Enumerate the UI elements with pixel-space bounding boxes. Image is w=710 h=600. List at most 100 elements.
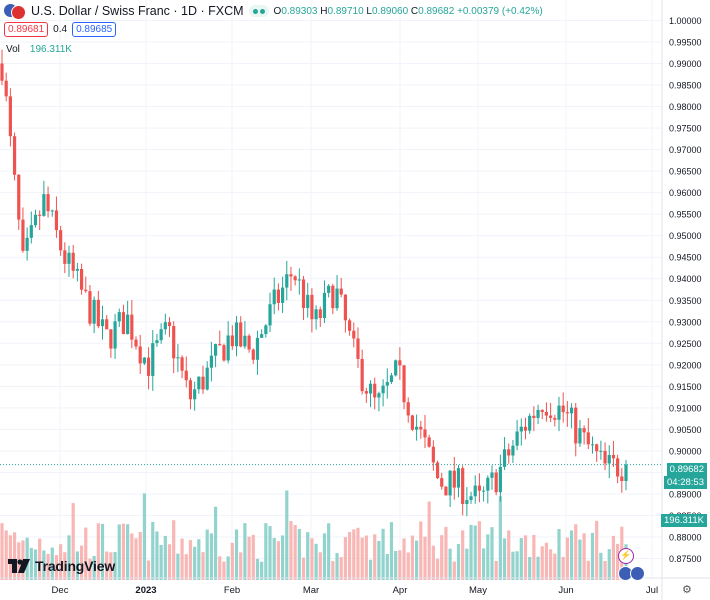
candle-body (536, 409, 540, 418)
volume-bar (611, 535, 616, 580)
candle-body (578, 428, 582, 444)
volume-bar (381, 528, 385, 580)
candle-body (565, 412, 569, 414)
candle-body (163, 322, 167, 330)
candle-body (440, 478, 444, 487)
volume-bar (218, 556, 222, 580)
volume-bar (285, 490, 289, 580)
volume-bar (389, 522, 394, 580)
volume-bar (172, 520, 176, 580)
volume-bar (255, 558, 260, 580)
candle-body (486, 477, 490, 491)
lightning-event-icon[interactable]: ⚡ (618, 548, 634, 564)
candle-body (121, 312, 126, 335)
candle-body (616, 458, 620, 477)
candle-body (322, 292, 327, 319)
volume-bar (582, 533, 586, 580)
time-tick-label: Jul (646, 585, 658, 596)
candle-body (356, 338, 360, 359)
volume-bar (272, 537, 276, 580)
volume-bar (264, 523, 268, 580)
candle-body (230, 335, 234, 347)
volume-bar (222, 561, 226, 580)
candle-body (276, 289, 281, 303)
candle-body (561, 405, 565, 413)
us-event-flag-icon-2[interactable] (630, 566, 645, 581)
time-tick-label: Jun (558, 585, 573, 596)
sell-button[interactable]: 0.89681 (4, 22, 49, 37)
volume-bar (33, 549, 38, 580)
volume-bar (0, 523, 4, 580)
candle-body (327, 285, 331, 293)
candle-body (218, 344, 222, 346)
volume-bar (599, 552, 603, 580)
symbol-title[interactable]: U.S. Dollar / Swiss Franc · 1D · FXCM (31, 4, 244, 18)
price-tick-label: 0.88000 (669, 533, 702, 543)
volume-bar (226, 556, 230, 580)
candle-body (176, 357, 180, 359)
candle-body (582, 428, 586, 433)
volume-bar (213, 506, 218, 580)
volume-bar (335, 553, 339, 580)
volume-bar (444, 526, 448, 580)
candle-body (310, 294, 314, 320)
volume-legend[interactable]: Vol 196.311K (6, 44, 72, 55)
volume-bar (75, 551, 79, 580)
market-status-icon[interactable] (248, 5, 269, 17)
price-tick-label: 0.95500 (669, 210, 702, 220)
time-tick-label: Dec (52, 585, 69, 596)
candle-body (100, 319, 105, 327)
volume-bar (557, 529, 561, 580)
candle-body (213, 344, 218, 356)
candlesticks (0, 49, 628, 517)
candle-body (603, 450, 607, 464)
candle-body (109, 329, 113, 349)
candle-body (54, 210, 59, 231)
candle-body (511, 445, 515, 456)
candle-body (113, 321, 117, 349)
candle-body (8, 96, 12, 137)
volume-bar (234, 529, 239, 580)
price-tick-label: 0.94500 (669, 253, 702, 263)
buy-button[interactable]: 0.89685 (72, 22, 117, 37)
volume-bar (188, 540, 193, 580)
volume-bar (540, 546, 544, 580)
price-tick-label: 0.91000 (669, 403, 702, 413)
price-tick-label: 0.99500 (669, 37, 702, 47)
gear-icon[interactable]: ⚙ (682, 584, 692, 596)
volume-bar (482, 548, 486, 580)
candle-body (59, 230, 63, 251)
candle-body (331, 285, 335, 309)
candle-body (620, 476, 624, 481)
volume-legend-value: 196.311K (29, 44, 72, 55)
candle-body (239, 322, 243, 347)
price-tick-label: 0.91500 (669, 382, 702, 392)
candle-body (465, 500, 469, 504)
price-tick-label: 0.97500 (669, 124, 702, 134)
candle-body (46, 194, 50, 212)
price-tick-label: 0.93500 (669, 296, 702, 306)
candle-body (423, 429, 427, 438)
candle-body (515, 431, 519, 446)
time-axis: Dec 2023 Feb Mar Apr May Jun Jul (52, 585, 659, 596)
volume-bar (519, 538, 523, 580)
currency-flags-icon (4, 4, 26, 20)
tradingview-logo[interactable]: TradingView (8, 558, 115, 574)
volume-bar (88, 558, 92, 580)
candle-body (234, 322, 239, 347)
candle-body (419, 426, 423, 430)
volume-bar (507, 530, 511, 580)
volume-bar (297, 528, 301, 580)
candle-body (498, 466, 502, 493)
volume-bar (67, 535, 71, 580)
candle-body (360, 358, 364, 392)
volume-bar (402, 538, 406, 580)
candle-body (377, 393, 381, 398)
candle-body (394, 360, 398, 376)
volume-bar (515, 551, 519, 580)
candle-body (385, 382, 389, 386)
candle-body (197, 376, 201, 390)
candle-body (452, 470, 456, 488)
candle-body (285, 274, 289, 288)
